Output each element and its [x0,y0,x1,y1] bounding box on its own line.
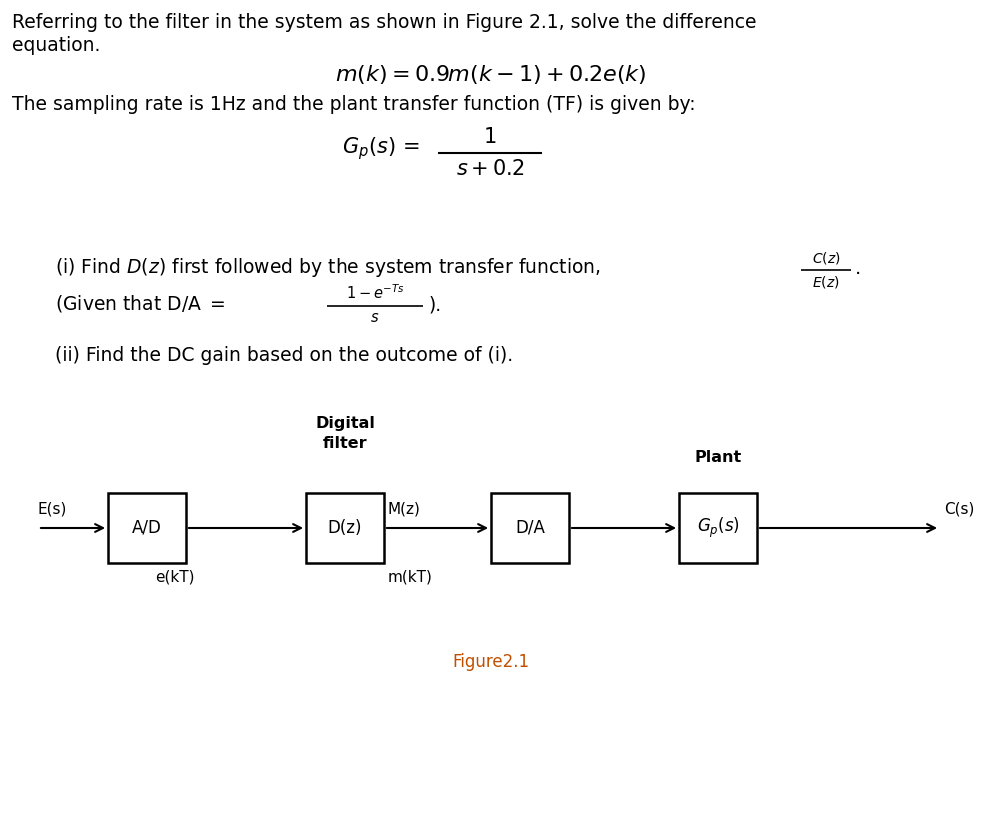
Text: (Given that D/A $=$: (Given that D/A $=$ [55,293,226,314]
Text: ).: ). [429,295,442,314]
Text: Digital
filter: Digital filter [315,416,375,451]
Text: (i) Find $D(z)$ first followed by the system transfer function,: (i) Find $D(z)$ first followed by the sy… [55,256,601,279]
Text: e(kT): e(kT) [155,569,194,584]
Text: E(s): E(s) [38,501,68,516]
Text: C(s): C(s) [944,501,974,516]
Text: M(z): M(z) [388,501,421,516]
Text: A/D: A/D [132,519,162,537]
Bar [679,493,757,563]
Text: $1-e^{-Ts}$: $1-e^{-Ts}$ [346,283,405,302]
Text: .: . [855,258,861,277]
Text: $G_p(s)$: $G_p(s)$ [696,516,739,540]
Text: (ii) Find the DC gain based on the outcome of (i).: (ii) Find the DC gain based on the outco… [55,346,514,365]
Text: $E(z)$: $E(z)$ [812,274,840,290]
Text: Plant: Plant [694,450,741,465]
Text: Referring to the filter in the system as shown in Figure 2.1, solve the differen: Referring to the filter in the system as… [12,13,756,32]
Text: $m(k) = 0.9m(k-1) + 0.2e(k)$: $m(k) = 0.9m(k-1) + 0.2e(k)$ [335,63,647,86]
Text: D/A: D/A [516,519,545,537]
Text: Figure2.1: Figure2.1 [453,653,529,671]
Bar [491,493,569,563]
Text: m(kT): m(kT) [388,569,433,584]
Text: $s + 0.2$: $s + 0.2$ [456,159,524,179]
Text: $s$: $s$ [370,310,380,325]
Text: equation.: equation. [12,36,100,55]
Text: The sampling rate is 1Hz and the plant transfer function (TF) is given by:: The sampling rate is 1Hz and the plant t… [12,95,695,114]
Text: $G_p(s)\,=$: $G_p(s)\,=$ [342,136,420,162]
Bar [108,493,186,563]
Bar [306,493,384,563]
Text: D(z): D(z) [328,519,362,537]
Text: $C(z)$: $C(z)$ [812,250,841,266]
Text: $1$: $1$ [483,127,497,147]
